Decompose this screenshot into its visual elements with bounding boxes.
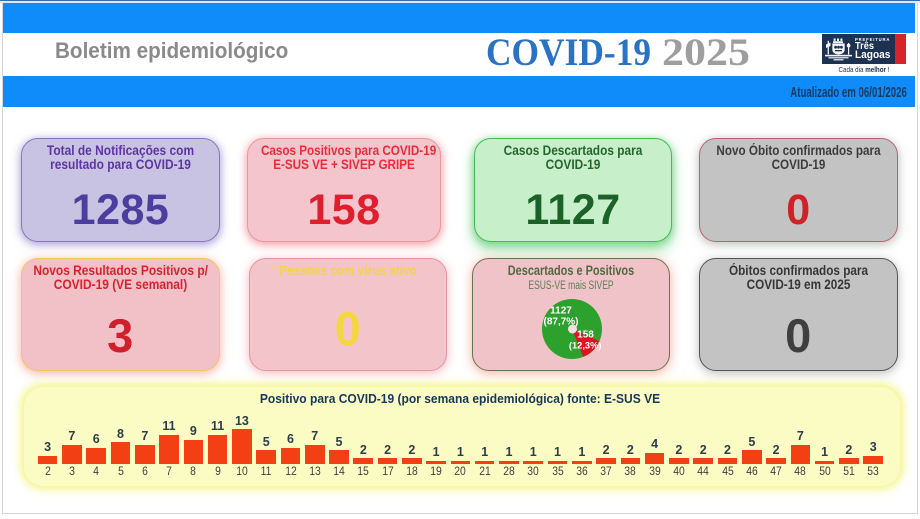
- svg-text:1127: 1127: [550, 305, 572, 316]
- svg-text:(12,3%): (12,3%): [569, 340, 602, 350]
- svg-text:(87,7%): (87,7%): [543, 316, 578, 327]
- svg-text:158: 158: [577, 329, 594, 340]
